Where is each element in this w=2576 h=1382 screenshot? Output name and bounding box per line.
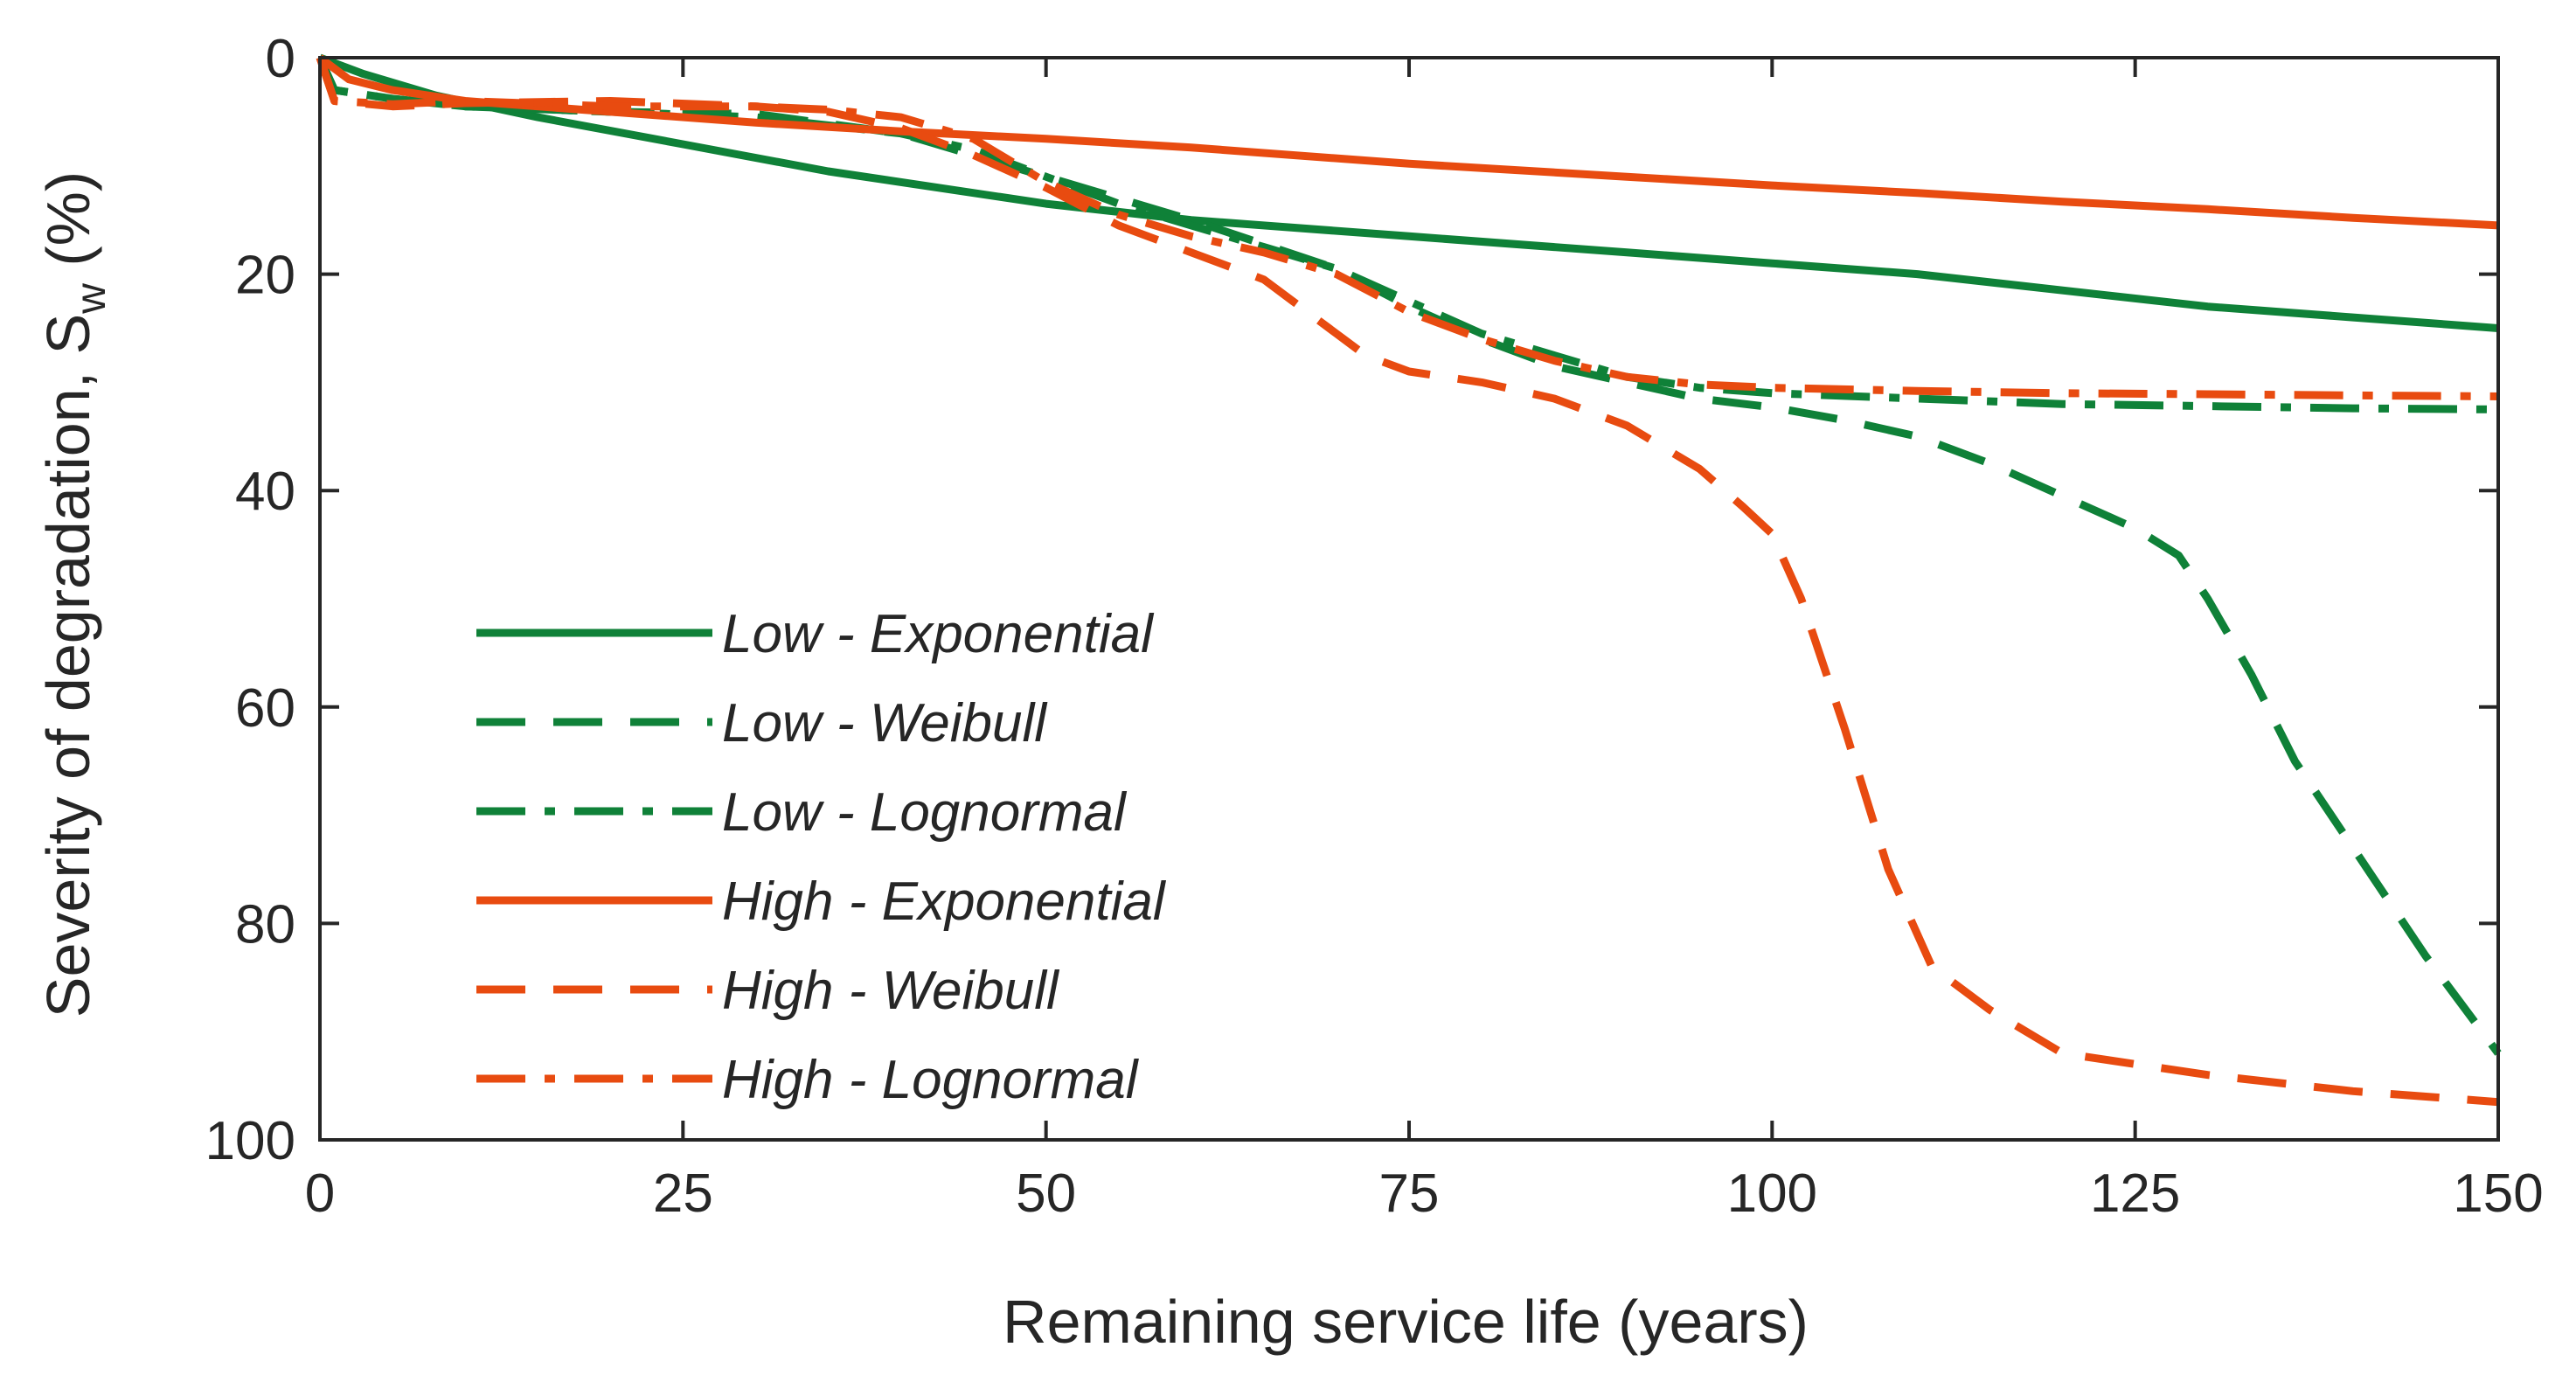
series-line-low-weibull [316, 56, 2502, 1056]
legend-entry-high-lognormal: High - Lognormal [476, 1050, 1140, 1110]
x-axis-title: Remaining service life (years) [1003, 1288, 1809, 1356]
y-tick-label: 20 [235, 246, 295, 306]
plot-frame [318, 56, 2500, 1142]
y-axis-title: Severity of degradation, Sw (%) [34, 171, 115, 1017]
y-axis-title-unit: (%) [34, 171, 102, 283]
x-tick-label: 150 [2453, 1163, 2543, 1224]
y-axis-title-subscript: w [68, 283, 115, 315]
series-line-high-lognormal [316, 56, 2499, 400]
legend-entry-high-exponential: High - Exponential [476, 872, 1167, 932]
legend-label: Low - Exponential [722, 604, 1155, 664]
x-tick-label: 50 [1016, 1163, 1076, 1224]
y-tick-label: 0 [266, 29, 295, 89]
legend-label: High - Exponential [722, 872, 1167, 932]
y-tick-label: 100 [205, 1111, 295, 1171]
legend-label: Low - Lognormal [722, 782, 1128, 843]
y-tick-label: 40 [235, 462, 295, 522]
series-line-low-lognormal [316, 56, 2499, 413]
y-tick-label: 80 [235, 894, 295, 955]
legend-label: Low - Weibull [722, 693, 1048, 754]
x-tick-label: 75 [1379, 1163, 1440, 1224]
x-tick-label: 125 [2090, 1163, 2180, 1224]
x-tick-label: 25 [653, 1163, 713, 1224]
axes-layer [318, 56, 2500, 1142]
x-tick-label: 0 [305, 1163, 335, 1224]
x-tick-label: 100 [1727, 1163, 1817, 1224]
legend: Low - Exponential Low - Weibull Low - Logn… [476, 604, 1167, 1110]
y-tick-label: 60 [235, 678, 295, 739]
legend-entry-low-weibull: Low - Weibull [476, 693, 1048, 754]
ticks-layer: 0 25 50 75 100 125 150 0 20 40 60 80 100 [205, 29, 2544, 1224]
series-line-high-exponential [317, 54, 2499, 230]
legend-label: High - Lognormal [722, 1050, 1140, 1110]
legend-entry-high-weibull: High - Weibull [476, 961, 1060, 1021]
legend-label: High - Weibull [722, 961, 1060, 1021]
series-line-low-exponential [318, 53, 2499, 332]
series-layer [316, 53, 2502, 1107]
legend-entry-low-lognormal: Low - Lognormal [476, 782, 1128, 843]
series-line-high-weibull [316, 56, 2499, 1107]
legend-entry-low-exponential: Low - Exponential [476, 604, 1155, 664]
y-axis-title-main: Severity of degradation, S [34, 314, 102, 1017]
